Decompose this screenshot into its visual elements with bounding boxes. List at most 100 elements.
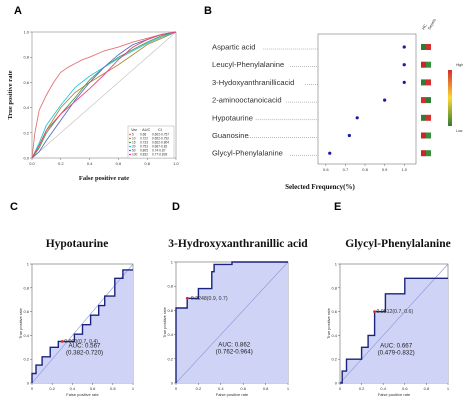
panel-b-heat-cell: [421, 150, 426, 157]
panel-d-ytick-label: 0.8: [167, 284, 173, 289]
panel-b-plot-area: [317, 33, 417, 165]
panel-a-legend-var: 100: [132, 153, 138, 157]
panel-c-xtick-label: 0: [31, 386, 34, 391]
panel-b-xtick-label: 0.6: [323, 167, 329, 172]
panel-e-cut-label: 0.0512(0.7, 0.6): [377, 309, 414, 315]
panel-e-xtick-label: 0.6: [402, 386, 408, 391]
panel-b-category-label: Hypotaurine: [212, 113, 253, 122]
panel-b-dot: [328, 151, 332, 155]
panel-a-legend-auc: 0.68: [140, 133, 146, 137]
panel-b-xtick-label: 1.0: [401, 167, 407, 172]
panel-d-cut-point: [185, 296, 189, 300]
panel-a-legend-ci: 0.652-0.792: [152, 137, 169, 141]
panel-e-cut-point: [373, 310, 376, 313]
panel-d-ci-label: (0.762-0.964): [216, 349, 253, 356]
panel-b-heat-cell: [426, 132, 431, 139]
panel-a-xtick-label: 0.4: [87, 161, 93, 166]
panel-e-roc-curve: [340, 277, 448, 384]
panel-a-ytick-label: 0.2: [23, 130, 29, 135]
panel-a-diagonal: [31, 31, 177, 159]
panel-a-xtick-label: 0.0: [29, 161, 35, 166]
panel-c-xtick-label: 0.8: [110, 386, 116, 391]
panel-b-heat-cell: [421, 97, 426, 104]
panel-c-ylabel: True positive rate: [18, 307, 23, 339]
panel-a-xtick-label: 0.2: [58, 161, 64, 166]
panel-a-legend-box: [127, 125, 175, 159]
panel-e-ytick-label: 0.4: [331, 333, 337, 338]
panel-a-ytick-label: 0.4: [23, 105, 29, 110]
panel-d-ytick-label: 0: [171, 381, 174, 386]
panel-d-xtick-label: 0.4: [218, 386, 224, 391]
panel-e-diagonal: [339, 263, 449, 384]
panel-b-heat-cell: [421, 79, 426, 86]
panel-a-legend-auc: 0.832: [140, 153, 148, 157]
panel-e-xlabel: False positive rate: [378, 392, 411, 397]
panel-b-heat-cell: [426, 61, 431, 68]
panel-a-legend-header-ci: CI: [158, 127, 162, 132]
panel-b-category-label: Glycyl-Phenylalanine: [212, 149, 283, 158]
panel-d-xlabel: False positive rate: [216, 392, 249, 397]
panel-d-xtick-label: 0: [175, 386, 178, 391]
panel-b-heat-cell: [426, 44, 431, 50]
panel-b-dot: [347, 133, 351, 138]
panel-b-category-label: Guanosine: [212, 131, 249, 140]
panel-b-heat-cell: [426, 150, 431, 157]
panel-c-xtick-label: 0.6: [90, 386, 96, 391]
panel-c-ytick-label: 0: [27, 381, 30, 386]
panel-e-ylabel: True positive rate: [326, 307, 331, 339]
panel-b-dot: [402, 45, 406, 49]
panel-c-diagonal: [31, 263, 134, 384]
panel-c-xtick-label: 0.4: [70, 386, 76, 391]
panel-a-legend-auc: 0.722: [140, 137, 148, 141]
panel-label-c: C: [10, 201, 18, 213]
panel-b-colorbar: [448, 70, 452, 126]
panel-a-legend-auc: 0.733: [140, 141, 148, 145]
panel-b-heat-cell: [421, 61, 426, 68]
panel-e-xtick-label: 0.8: [424, 386, 430, 391]
panel-b-category-label: 2-aminooctanoicacid: [212, 96, 282, 105]
panel-d-roc-curve: [175, 261, 288, 383]
panel-d-ytick-label: 0.4: [167, 332, 173, 337]
panel-c-xtick-label: 1: [132, 386, 135, 391]
panel-c-cut-point: [60, 339, 64, 343]
panel-c-xlabel: False positive rate: [66, 392, 99, 397]
panel-a-legend-header-auc: AUC: [142, 127, 151, 132]
panel-a-ytick-label: 1.0: [23, 30, 29, 35]
panel-a-series-line-5: [31, 31, 177, 159]
panel-b-xtick-label: 0.9: [382, 167, 388, 172]
panel-a-legend-var: 15: [132, 141, 136, 145]
panel-e-ytick-label: 0.6: [331, 309, 337, 314]
panel-e-xtick-label: 0.2: [359, 386, 365, 391]
panel-a-xtick-label: 1.0: [173, 161, 179, 166]
panel-a-legend-ci: 0.74-0.87: [152, 149, 166, 153]
panel-a-ytick-label: 0.0: [23, 156, 29, 161]
panel-b-dot: [355, 116, 359, 120]
panel-b-heat-cell: [421, 132, 426, 139]
panel-c-roc-curve: [31, 269, 133, 383]
panel-b-heat-cell: [421, 44, 426, 50]
panel-a-legend-var: 10: [132, 137, 136, 141]
panel-e-xtick-label: 1: [447, 386, 450, 391]
panel-label-d: D: [172, 201, 180, 213]
panel-a-xtick-label: 0.8: [144, 161, 150, 166]
panel-d-ylabel: True positive rate: [162, 306, 167, 338]
panel-d-ytick-label: 0.6: [167, 308, 173, 313]
panel-d-xtick-label: 0.8: [263, 386, 269, 391]
panel-b-category-label: 3-Hydoxyanthranillicacid: [212, 78, 294, 87]
panel-c-ytick-label: 0.6: [23, 309, 29, 314]
panel-c-ytick-label: 1: [27, 262, 30, 267]
panel-a-legend-var: 5: [132, 133, 134, 137]
panel-b-column-label: Sepsis: [427, 18, 437, 31]
panel-c-ytick-label: 0.2: [23, 357, 29, 362]
panel-a-series-line-15: [31, 31, 177, 159]
panel-c-title: Hypotaurine: [46, 238, 109, 250]
panel-c-ytick-label: 0.4: [23, 333, 29, 338]
panel-d-ytick-label: 1: [171, 260, 174, 265]
panel-b-heat-cell: [426, 97, 431, 104]
panel-b-dot: [402, 80, 406, 84]
panel-a-legend-ci: 0.602-0.757: [152, 133, 169, 137]
panel-label-b: B: [204, 5, 212, 17]
panel-e-ytick-label: 0.8: [331, 285, 337, 290]
panel-a-ytick-label: 0.8: [23, 55, 29, 60]
